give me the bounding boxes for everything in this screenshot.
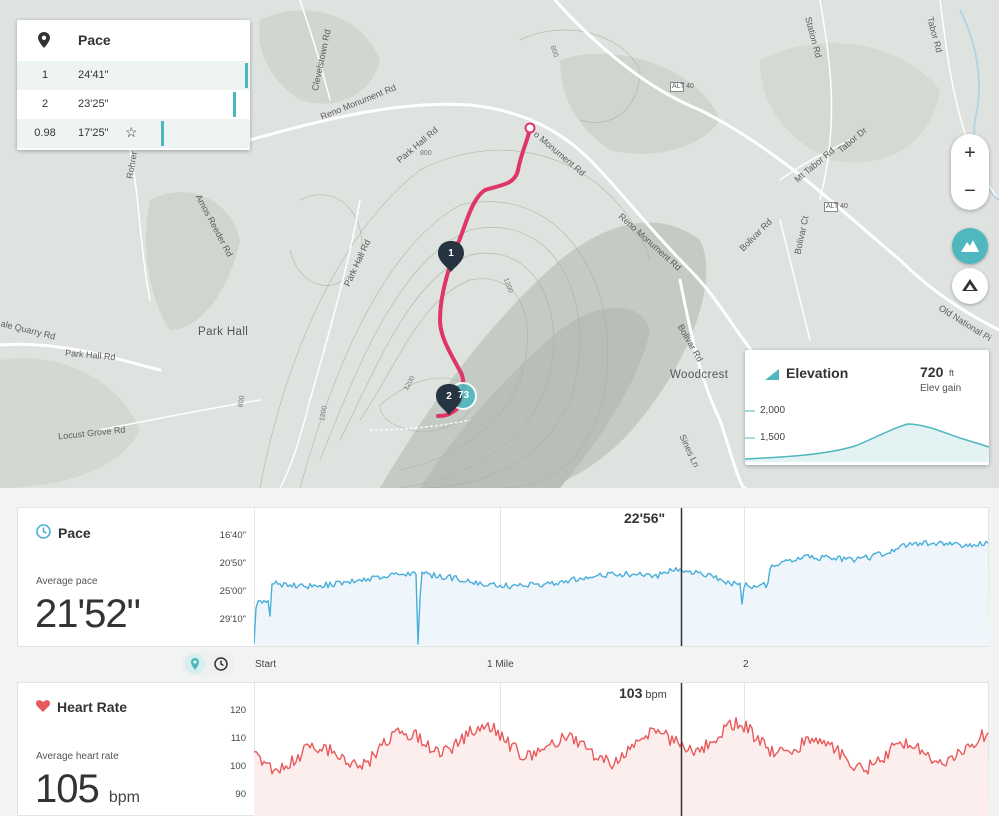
split-number: 0.98: [34, 127, 56, 139]
hr-y-tick: 120: [230, 705, 246, 716]
split-number: 2: [41, 98, 49, 110]
elevation-tick-label: 2,000: [760, 405, 786, 416]
pace-card-title: Pace: [78, 32, 111, 48]
average-heart-rate-unit: bpm: [108, 789, 140, 806]
pace-y-tick: 29'10": [219, 614, 246, 625]
map-marker-2-label[interactable]: 2: [446, 391, 452, 402]
location-pin-icon: [191, 658, 199, 670]
split-bar: [160, 121, 164, 146]
clock-icon: [36, 524, 51, 542]
distance-axis: Start 1 Mile 2: [17, 651, 989, 677]
hr-y-tick: 100: [230, 761, 246, 772]
elevation-title: Elevation: [786, 365, 849, 381]
x-tick-label: 2: [743, 659, 749, 670]
series-area: [254, 717, 989, 816]
terrain-view-button[interactable]: [952, 228, 988, 264]
pace-y-tick: 25'00": [219, 586, 246, 597]
series-area: [254, 540, 989, 646]
route-map[interactable]: 1 2 73 Reno Monument Rd o Monument Rd Re…: [0, 0, 999, 488]
heart-rate-chart-card: Heart Rate Average heart rate 105 bpm 12…: [17, 682, 989, 816]
pace-y-tick: 20'50": [219, 558, 246, 569]
average-heart-rate-value: 105: [35, 767, 100, 811]
elevation-icon: [765, 367, 779, 385]
average-heart-rate-label: Average heart rate: [36, 751, 119, 762]
split-time: 17'25": [78, 127, 109, 139]
elevation-gain-unit: ft: [949, 368, 955, 378]
town-label: Park Hall: [198, 326, 249, 338]
pace-cursor-value: 22'56": [624, 510, 666, 526]
route-shield: ALT 40: [824, 202, 848, 212]
map-marker-3-label[interactable]: 73: [458, 390, 470, 401]
series-line: [254, 540, 989, 645]
x-tick-label: Start: [255, 659, 277, 670]
heart-rate-cursor-value: 103: [619, 685, 643, 701]
axis-mode-toggle[interactable]: [181, 652, 235, 676]
distance-mode-button[interactable]: [185, 654, 205, 674]
satellite-view-button[interactable]: [952, 268, 988, 304]
average-heart-rate: 105 bpm: [35, 767, 140, 812]
location-pin-icon: [38, 32, 50, 53]
elevation-profile: [745, 410, 989, 462]
map-marker-1-label[interactable]: 1: [448, 248, 454, 259]
pace-splits-card: Pace 1 24'41" 2 23'25" 0.98 17'25" ☆: [17, 20, 250, 150]
average-pace-value: 21'52": [35, 592, 141, 636]
x-tick-label: 1 Mile: [487, 659, 514, 670]
layers-icon: [962, 279, 978, 291]
star-icon: ☆: [125, 124, 138, 140]
split-time: 23'25": [78, 98, 109, 110]
terrain-map-background: [0, 0, 999, 488]
zoom-out-button[interactable]: −: [964, 180, 976, 202]
pace-chart-card: Pace Average pace 21'52" 16'40" 20'50" 2…: [17, 507, 989, 647]
mountain-icon: [961, 240, 979, 252]
heart-rate-cursor-unit: bpm: [645, 689, 667, 701]
split-number: 1: [41, 69, 49, 81]
elevation-card: Elevation 720 ft Elev gain 2,000 1,500: [745, 350, 989, 465]
elevation-tick-label: 1,500: [760, 432, 786, 443]
split-row[interactable]: 2 23'25": [17, 90, 250, 119]
hr-y-tick: 110: [230, 733, 246, 744]
average-pace-label: Average pace: [36, 576, 98, 587]
contour-label: 800: [420, 150, 432, 157]
hr-y-tick: 90: [235, 789, 246, 800]
split-bar: [232, 92, 236, 117]
town-label: Woodcrest: [670, 369, 729, 381]
pace-chart-title: Pace: [58, 525, 91, 541]
heart-icon: [36, 699, 50, 715]
time-mode-button[interactable]: [211, 654, 231, 674]
split-time: 24'41": [78, 69, 109, 81]
split-bar: [245, 63, 248, 88]
route-shield: ALT 40: [670, 82, 694, 92]
heart-rate-line-chart[interactable]: [254, 683, 989, 816]
split-row[interactable]: 0.98 17'25" ☆: [17, 119, 250, 148]
pace-y-tick: 16'40": [219, 530, 246, 541]
zoom-in-button[interactable]: +: [964, 142, 976, 164]
heart-rate-title: Heart Rate: [57, 699, 128, 715]
elevation-gain-value: 720: [920, 364, 944, 380]
elevation-gain-label: Elev gain: [920, 383, 962, 394]
zoom-controls: + −: [951, 134, 989, 210]
pace-line-chart[interactable]: [254, 508, 989, 646]
split-row[interactable]: 1 24'41": [17, 61, 250, 90]
clock-icon: [214, 657, 228, 671]
series-line: [254, 717, 989, 775]
heart-rate-cursor: 103 bpm: [619, 685, 667, 701]
map-marker-1: [438, 241, 464, 272]
